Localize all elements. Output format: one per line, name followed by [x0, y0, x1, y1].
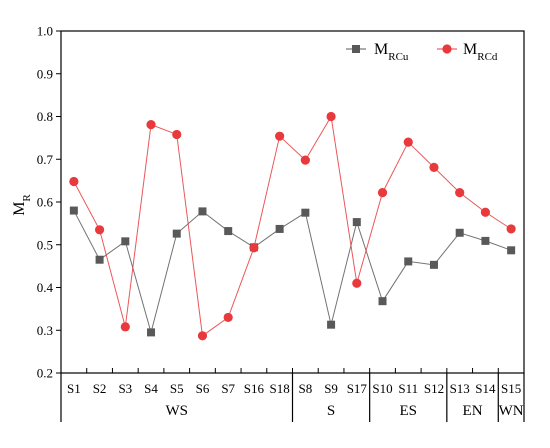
legend-label-sub: RCu [388, 51, 409, 63]
data-point [94, 225, 105, 235]
group-label: ES [399, 403, 417, 419]
data-point [377, 187, 388, 198]
y-tick-label: 0.3 [37, 323, 53, 338]
legend-item: MRCu [346, 41, 409, 63]
plot-area [60, 30, 525, 374]
data-point [147, 328, 156, 337]
data-point [69, 206, 78, 215]
x-tick-label: S8 [298, 381, 312, 396]
x-tick-label: S18 [270, 381, 290, 396]
data-point [455, 228, 464, 237]
x-tick-label: S7 [221, 381, 235, 396]
data-point [223, 312, 233, 323]
x-tick-label: S17 [347, 381, 368, 396]
data-point [69, 176, 79, 187]
x-tick-label: S10 [372, 381, 392, 396]
plot-frame [60, 30, 525, 374]
data-point [120, 322, 130, 332]
data-point [378, 297, 387, 306]
data-point [327, 320, 336, 329]
legend-label-main: M [463, 41, 477, 58]
y-tick-label: 0.8 [37, 109, 53, 124]
x-axis: S1 S2 S3 S4 S5 S6 S7 S16 S18 S8 S9 S17 S10 S11 S12 S13 S… [60, 368, 525, 396]
group-label: EN [463, 403, 483, 419]
y-axis-label-main: M [11, 202, 28, 216]
y-tick-label: 0.6 [37, 195, 54, 210]
data-point [352, 218, 361, 227]
x-tick-label: S13 [450, 381, 470, 396]
data-point [403, 137, 413, 147]
series-rcu [69, 206, 516, 337]
data-point [95, 255, 104, 264]
legend-item: MRCd [437, 41, 498, 63]
legend-label: MRCu [374, 41, 409, 63]
data-point [404, 257, 413, 266]
x-tick-label: S11 [398, 381, 418, 396]
y-tick-label: 0.4 [37, 280, 54, 295]
y-tick-label: 0.9 [37, 66, 53, 81]
data-point [172, 229, 181, 238]
data-point [249, 243, 259, 253]
data-point [480, 207, 491, 217]
x-tick-label: S4 [144, 381, 158, 396]
data-point [172, 129, 182, 140]
data-point [455, 187, 465, 198]
series-layer [69, 111, 516, 341]
x-tick-label: S9 [324, 381, 338, 396]
legend-marker [352, 45, 360, 53]
legend-label-main: M [374, 41, 388, 58]
data-point [507, 246, 516, 255]
series-line [73, 210, 512, 335]
y-tick-label: 0.5 [37, 237, 53, 252]
x-tick-label: S16 [244, 381, 265, 396]
data-point [429, 162, 439, 172]
x-tick-label: S12 [424, 381, 444, 396]
y-tick-label: 0.2 [37, 366, 53, 381]
y-tick-label: 0.7 [37, 152, 54, 167]
data-point [275, 224, 284, 233]
data-point [352, 278, 362, 288]
x-tick-label: S14 [475, 381, 496, 396]
group-label: WN [499, 403, 524, 419]
group-label: WS [166, 403, 189, 419]
data-point [198, 207, 207, 216]
y-tick-label: 1.0 [37, 24, 53, 39]
x-tick-label: S5 [170, 381, 184, 396]
y-axis-label: MR [11, 194, 33, 216]
data-point [506, 224, 516, 234]
data-point [197, 331, 208, 341]
y-axis-label-sub: R [21, 194, 33, 202]
x-tick-label: S3 [118, 381, 132, 396]
group-label: S [327, 403, 335, 419]
series-rcd [69, 111, 516, 341]
x-tick-label: S2 [93, 381, 107, 396]
legend: MRCu MRCd [346, 41, 498, 63]
data-point [301, 208, 310, 217]
legend-label-sub: RCd [477, 51, 498, 63]
data-point [481, 236, 490, 245]
x-tick-label: S1 [67, 381, 81, 396]
data-point [326, 111, 336, 122]
data-point [429, 260, 438, 269]
series-line [73, 115, 512, 337]
data-point [275, 131, 285, 141]
legend-label: MRCd [463, 41, 498, 63]
x-tick-label: S15 [501, 381, 521, 396]
legend-marker [442, 44, 452, 54]
y-axis: 0.2 0.3 0.4 0.5 0.6 0.7 0.8 0.9 1.0 [37, 24, 61, 381]
data-point [300, 155, 310, 165]
data-point [121, 237, 130, 246]
group-axis: WS S ES EN WN [60, 373, 525, 422]
x-tick-label: S6 [196, 381, 210, 396]
data-point [224, 227, 233, 236]
data-point [146, 120, 156, 130]
